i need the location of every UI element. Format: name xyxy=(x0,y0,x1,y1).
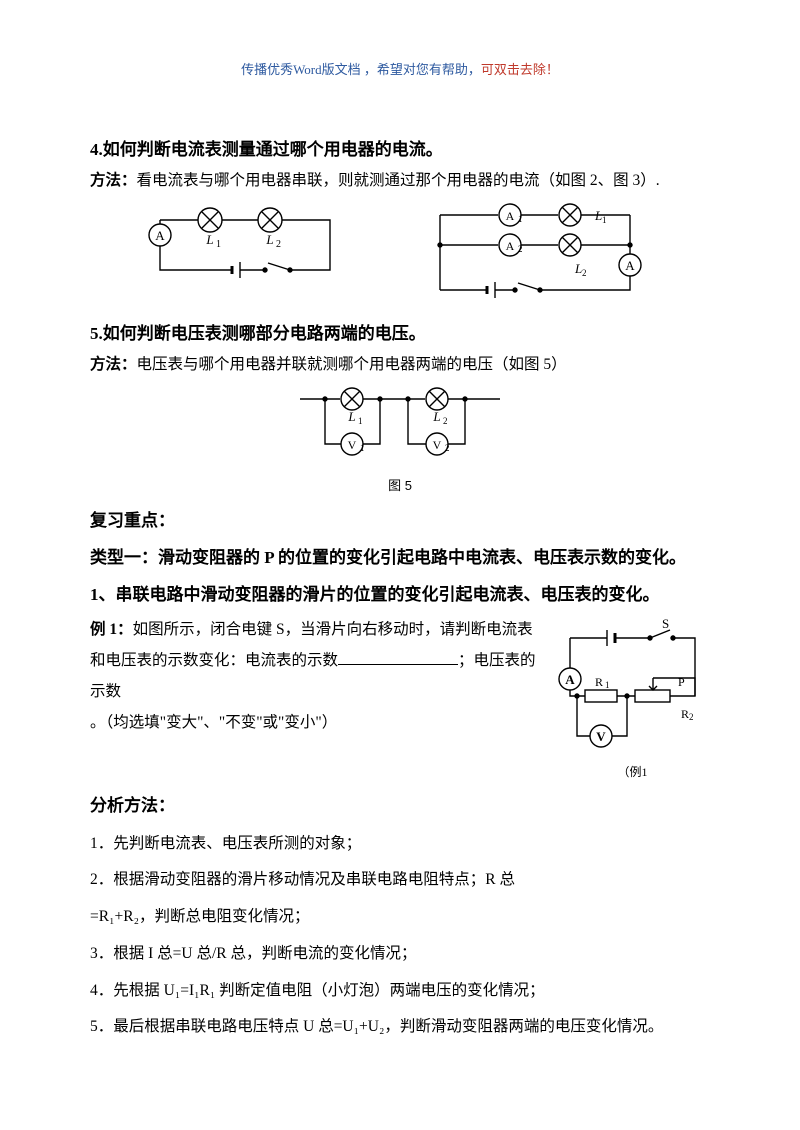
review-focus: 复习重点： xyxy=(90,507,710,534)
sec4-method-label: 方法： xyxy=(90,172,137,189)
sec5-title: 5.如何判断电压表测哪部分电路两端的电压。 xyxy=(90,320,710,347)
circuit-fig2: L1 L2 A xyxy=(140,200,350,290)
header-note: 传播优秀Word版文档 ，希望对您有帮助，可双击去除！ xyxy=(90,60,710,81)
svg-text:2: 2 xyxy=(689,712,694,722)
circuit-fig5: L1 L2 V1 V2 xyxy=(280,384,520,474)
example1-prefix: 例 1： xyxy=(90,621,133,638)
svg-text:1: 1 xyxy=(602,215,607,225)
blank-1 xyxy=(338,651,458,665)
analysis-p2a: 2．根据滑动变阻器的滑片移动情况及串联电路电阻特点；R 总 xyxy=(90,871,515,888)
sec5-method-text: 电压表与哪个用电器并联就测哪个用电器两端的电压（如图 5） xyxy=(137,356,567,373)
sec4-method: 方法：看电流表与哪个用电器串联，则就测通过那个用电器的电流（如图 2、图 3）. xyxy=(90,169,710,194)
svg-text:A: A xyxy=(506,209,515,223)
svg-text:R: R xyxy=(681,707,689,721)
sec5-method: 方法：电压表与哪个用电器并联就测哪个用电器两端的电压（如图 5） xyxy=(90,353,710,378)
header-word: Word xyxy=(293,62,322,77)
analysis-p5: 5．最后根据串联电路电压特点 U 总=U₁+U₂，判断滑动变阻器两端的电压变化情… xyxy=(90,1015,710,1040)
svg-text:1: 1 xyxy=(216,239,221,250)
svg-text:S: S xyxy=(662,618,669,631)
svg-text:A: A xyxy=(506,239,515,253)
svg-text:2: 2 xyxy=(443,416,448,426)
sec4-method-text: 看电流表与哪个用电器串联，则就测通过那个用电器的电流（如图 2、图 3）. xyxy=(137,172,660,189)
example1-caption: （例1 xyxy=(555,763,710,782)
svg-text:L: L xyxy=(347,409,355,424)
sec4-title: 4.如何判断电流表测量通过哪个用电器的电流。 xyxy=(90,136,710,163)
svg-text:V: V xyxy=(348,438,357,452)
svg-text:L: L xyxy=(265,232,273,247)
analysis-p4: 4．先根据 U₁=I₁R₁ 判断定值电阻（小灯泡）两端电压的变化情况； xyxy=(90,979,710,1004)
analysis-p2b: =R₁+R₂，判断总电阻变化情况； xyxy=(90,905,710,930)
svg-text:V: V xyxy=(596,729,606,744)
analysis-title: 分析方法： xyxy=(90,792,710,819)
circuit-fig3: A1 L1 A2 L2 A xyxy=(410,200,660,310)
fig5-caption: 图 5 xyxy=(90,476,710,497)
svg-text:V: V xyxy=(433,438,442,452)
svg-text:A: A xyxy=(155,228,165,243)
header-prefix: 传播优秀 xyxy=(241,62,293,77)
svg-text:R: R xyxy=(595,675,603,689)
svg-text:L: L xyxy=(574,261,582,276)
example1-t3: 。（均选填"变大"、"不变"或"变小"） xyxy=(90,714,337,731)
header-red: 可双击去除！ xyxy=(481,62,559,77)
sec4-diagrams: L1 L2 A A1 xyxy=(90,200,710,310)
review-sub1: 1、串联电路中滑动变阻器的滑片的位置的变化引起电流表、电压表的变化。 xyxy=(90,581,710,608)
example1-circuit-wrap: S A R1 R2 P xyxy=(555,618,710,782)
svg-text:A: A xyxy=(625,258,635,273)
svg-text:L: L xyxy=(432,409,440,424)
sec5-diagram: L1 L2 V1 V2 xyxy=(90,384,710,474)
example1-block: S A R1 R2 P xyxy=(90,614,710,738)
analysis-p2: 2．根据滑动变阻器的滑片移动情况及串联电路电阻特点；R 总 xyxy=(90,868,710,893)
header-mid: 版文档 ，希望对您有帮助， xyxy=(322,62,481,77)
svg-text:1: 1 xyxy=(605,680,610,690)
analysis-p3: 3．根据 I 总=U 总/R 总，判断电流的变化情况； xyxy=(90,942,710,967)
svg-text:P: P xyxy=(678,675,685,689)
svg-text:1: 1 xyxy=(358,416,363,426)
svg-text:L: L xyxy=(205,232,213,247)
svg-text:2: 2 xyxy=(276,239,281,250)
sec5-method-label: 方法： xyxy=(90,356,137,373)
review-type1: 类型一：滑动变阻器的 P 的位置的变化引起电路中电流表、电压表示数的变化。 xyxy=(90,544,710,571)
analysis-p1: 1．先判断电流表、电压表所测的对象； xyxy=(90,832,710,857)
svg-text:A: A xyxy=(565,672,575,687)
svg-text:2: 2 xyxy=(582,268,587,278)
circuit-example1: S A R1 R2 P xyxy=(555,618,710,763)
analysis-list: 1．先判断电流表、电压表所测的对象； 2．根据滑动变阻器的滑片移动情况及串联电路… xyxy=(90,832,710,1041)
